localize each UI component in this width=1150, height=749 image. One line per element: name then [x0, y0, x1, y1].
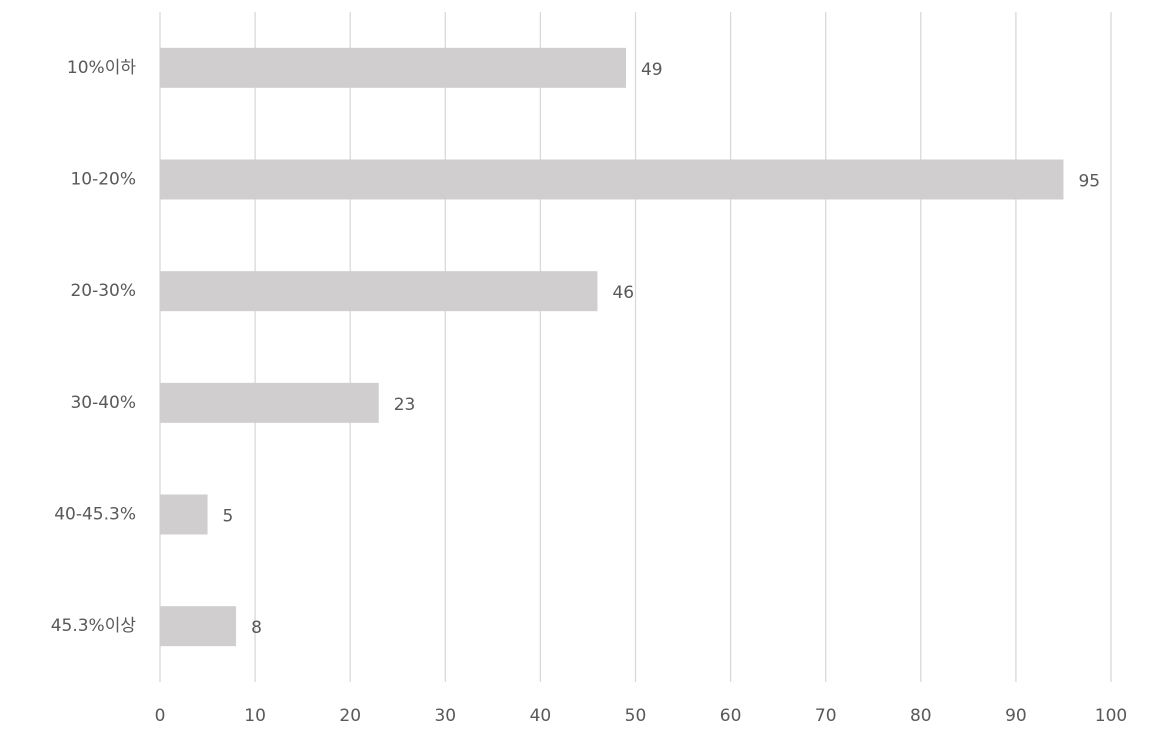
- x-tick-label: 80: [910, 706, 932, 726]
- x-tick-label: 50: [625, 706, 647, 726]
- x-tick-label: 10: [244, 706, 266, 726]
- x-tick-label: 100: [1095, 706, 1127, 726]
- bar: [160, 47, 626, 88]
- data-label: 23: [394, 395, 416, 415]
- x-tick-label: 40: [530, 706, 552, 726]
- data-label: 8: [251, 618, 262, 638]
- bar: [160, 382, 379, 423]
- data-label: 5: [223, 507, 234, 527]
- x-tick-label: 30: [434, 706, 456, 726]
- bar: [160, 606, 237, 647]
- y-tick-label: 10%이하: [67, 58, 136, 78]
- x-tick-label: 70: [815, 706, 837, 726]
- x-tick-label: 90: [1005, 706, 1027, 726]
- y-tick-label: 10-20%: [70, 170, 136, 190]
- y-tick-label: 20-30%: [70, 281, 136, 301]
- y-tick-label: 45.3%이상: [51, 616, 137, 636]
- x-tick-label: 20: [339, 706, 361, 726]
- bar: [160, 271, 598, 312]
- data-label: 95: [1078, 172, 1100, 192]
- bar: [160, 159, 1064, 200]
- data-label: 49: [641, 60, 663, 80]
- data-label: 46: [612, 283, 634, 303]
- y-tick-label: 40-45.3%: [54, 505, 136, 525]
- y-tick-label: 30-40%: [70, 393, 136, 413]
- bar: [160, 494, 208, 535]
- x-tick-label: 0: [155, 706, 166, 726]
- x-tick-label: 60: [720, 706, 742, 726]
